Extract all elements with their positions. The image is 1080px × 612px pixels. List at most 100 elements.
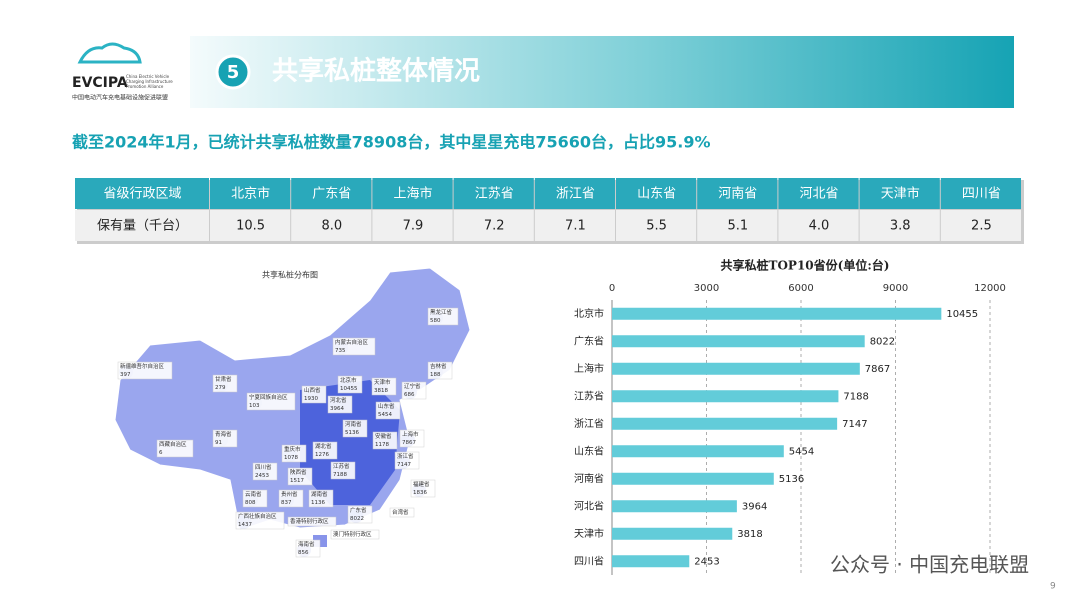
logo-icon — [77, 42, 142, 64]
region-value: 856 — [298, 550, 309, 556]
table-text: 10.5 — [236, 219, 265, 234]
region-value: 279 — [215, 385, 226, 391]
x-tick-label: 6000 — [788, 283, 813, 294]
region-label-box — [330, 461, 356, 480]
region-value: 10455 — [340, 386, 358, 392]
region-value: 2453 — [255, 473, 269, 479]
region-name: 黑龙江省 — [430, 308, 453, 316]
region-name: 河南省 — [345, 420, 362, 428]
table-text: 天津市 — [881, 186, 920, 202]
region-label-box — [401, 381, 427, 400]
region-name: 四川省 — [255, 463, 272, 471]
region-label-box — [252, 462, 278, 481]
y-tick-label: 河南省 — [574, 472, 604, 485]
data-label: 2453 — [694, 556, 719, 567]
table-cell — [697, 178, 778, 209]
region-value: 837 — [281, 500, 292, 506]
region-value: 91 — [215, 440, 222, 446]
region-label-box — [372, 431, 398, 450]
data-label: 3964 — [742, 501, 767, 512]
bar — [612, 500, 737, 513]
region-label-box — [246, 392, 296, 411]
region-name: 青海省 — [215, 430, 232, 438]
region-name: 澳门特别行政区 — [333, 530, 372, 538]
y-tick-label: 天津市 — [574, 527, 604, 540]
region-label-box — [410, 479, 436, 498]
table-text: 浙江省 — [556, 187, 595, 202]
region-value: 808 — [245, 500, 256, 506]
table-cell — [778, 210, 859, 241]
table-cell — [778, 178, 859, 209]
table-cell — [75, 210, 209, 241]
table-cell — [859, 210, 940, 241]
table-text: 3.8 — [890, 219, 911, 234]
table-cell — [210, 178, 291, 209]
region-value: 1836 — [413, 490, 427, 496]
map-east — [300, 380, 400, 505]
y-tick-label: 北京市 — [574, 307, 604, 320]
region-label-box — [427, 361, 453, 380]
region-name: 宁夏回族自治区 — [249, 393, 288, 401]
region-value: 8022 — [350, 516, 364, 522]
region-label-box — [287, 516, 337, 527]
data-label: 7867 — [865, 364, 890, 375]
table-cell — [697, 210, 778, 241]
region-label-box — [235, 511, 285, 530]
x-tick-label: 3000 — [694, 283, 719, 294]
region-name: 重庆市 — [284, 445, 301, 453]
region-value: 188 — [430, 372, 441, 378]
region-name: 香港特别行政区 — [290, 517, 329, 525]
table-text: 北京市 — [231, 186, 270, 202]
table-text: 8.0 — [321, 219, 342, 234]
bar — [612, 472, 774, 485]
region-label-box — [394, 451, 420, 470]
region-name: 湖南省 — [311, 490, 328, 498]
region-name: 天津市 — [374, 378, 391, 386]
data-label: 8022 — [870, 336, 895, 347]
x-tick-label: 12000 — [974, 283, 1006, 294]
chart-title: 共享私桩TOP10省份(单位:台) — [721, 258, 890, 273]
region-name: 云南省 — [245, 490, 262, 498]
region-value: 5136 — [345, 430, 359, 436]
region-label-box — [347, 505, 373, 524]
bar — [612, 335, 865, 348]
region-label-box — [281, 444, 307, 463]
region-value: 580 — [430, 318, 441, 324]
region-name: 新疆维吾尔自治区 — [120, 362, 165, 370]
section-number: 5 — [227, 62, 240, 83]
logo-en: China Electric Vehicle Charging Infrastr… — [126, 74, 173, 89]
y-tick-label: 广东省 — [574, 334, 604, 347]
region-label-box — [242, 489, 268, 508]
bar — [612, 417, 838, 430]
region-label-box — [427, 307, 459, 326]
table-text: 山东省 — [637, 187, 676, 202]
region-label-box — [342, 419, 368, 438]
table-text: 省级行政区域 — [103, 187, 181, 202]
logo-cn: 中国电动汽车充电基础设施促进联盟 — [72, 94, 168, 102]
data-label: 5454 — [789, 446, 814, 457]
region-label-box — [156, 439, 194, 458]
region-value: 3818 — [374, 388, 388, 394]
table-text: 四川省 — [962, 187, 1001, 202]
region-value: 686 — [404, 392, 415, 398]
data-label: 7188 — [843, 391, 868, 402]
table-cell — [616, 178, 697, 209]
table-text: 5.1 — [727, 219, 748, 234]
region-label-box — [295, 539, 321, 558]
bar — [612, 527, 733, 540]
region-name: 西藏自治区 — [159, 440, 187, 448]
table-cell — [291, 178, 372, 209]
table-text: 7.9 — [403, 219, 424, 234]
region-name: 吉林省 — [430, 362, 447, 370]
table-text: 保有量（千台） — [97, 219, 188, 234]
table-cell — [372, 210, 453, 241]
section-badge — [215, 54, 251, 90]
region-name: 广西壮族自治区 — [238, 512, 277, 520]
region-value: 103 — [249, 403, 260, 409]
page-number: 9 — [1050, 582, 1056, 592]
region-value: 1078 — [284, 455, 298, 461]
table-text: 7.1 — [565, 219, 586, 234]
region-value: 5454 — [378, 412, 392, 418]
region-value: 1437 — [238, 522, 252, 528]
